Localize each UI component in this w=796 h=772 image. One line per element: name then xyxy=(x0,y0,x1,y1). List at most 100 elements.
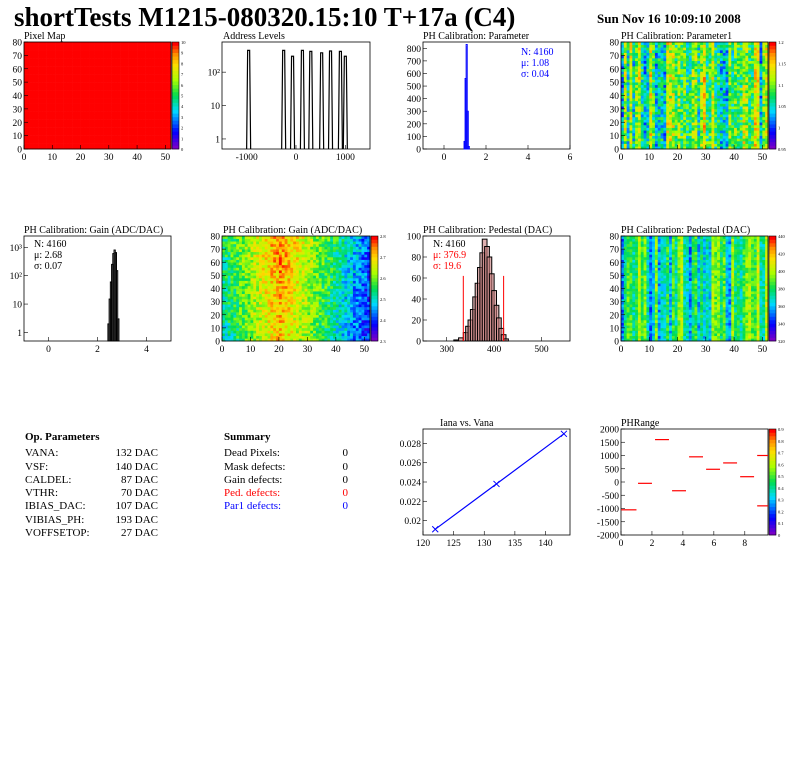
heatmap-cell xyxy=(137,132,141,136)
heatmap-cell xyxy=(89,42,93,45)
heatmap-cell xyxy=(131,111,135,115)
heatmap-cell xyxy=(646,108,650,112)
heatmap-cell xyxy=(103,92,107,96)
heatmap-cell xyxy=(646,71,650,75)
heatmap-cell xyxy=(734,52,738,56)
heatmap-cell xyxy=(52,44,56,48)
heatmap-cell xyxy=(55,127,59,131)
heatmap-cell xyxy=(702,60,707,64)
heatmap-cell xyxy=(256,246,260,250)
heatmap-cell xyxy=(660,127,664,131)
heatmap-cell xyxy=(52,122,56,126)
heatmap-cell xyxy=(227,280,231,284)
heatmap-cell xyxy=(759,66,763,70)
heatmap-cell xyxy=(103,50,107,53)
heatmap-cell xyxy=(261,280,265,284)
heatmap-cell xyxy=(669,95,673,99)
heatmap-cell xyxy=(72,124,76,128)
heatmap-cell xyxy=(162,135,166,139)
heatmap-cell xyxy=(626,50,630,53)
heatmap-cell xyxy=(46,50,50,53)
heatmap-cell xyxy=(83,87,87,91)
heatmap-cell xyxy=(241,296,246,300)
heatmap-cell xyxy=(131,95,135,99)
heatmap-cell xyxy=(694,127,698,131)
heatmap-cell xyxy=(717,63,721,67)
heatmap-cell xyxy=(156,130,160,134)
heatmap-cell xyxy=(691,76,695,80)
heatmap-cell xyxy=(156,52,160,56)
heatmap-cell xyxy=(691,44,695,48)
heatmap-cell xyxy=(100,92,104,96)
heatmap-cell xyxy=(86,42,90,45)
heatmap-cell xyxy=(230,275,234,279)
heatmap-cell xyxy=(91,71,95,75)
heatmap-cell xyxy=(256,249,260,253)
heatmap-cell xyxy=(38,71,42,75)
heatmap-cell xyxy=(714,127,718,131)
heatmap-cell xyxy=(247,262,251,266)
heatmap-cell xyxy=(637,98,642,102)
heatmap-cell xyxy=(148,52,152,56)
heatmap-cell xyxy=(626,55,630,59)
heatmap-cell xyxy=(734,122,738,126)
heatmap-cell xyxy=(236,267,240,271)
heatmap-cell xyxy=(165,68,169,72)
heatmap-cell xyxy=(753,63,757,67)
heatmap-cell xyxy=(43,103,47,107)
heatmap-cell xyxy=(734,82,738,86)
heatmap-cell xyxy=(154,108,158,112)
heatmap-cell xyxy=(57,87,62,91)
heatmap-cell xyxy=(717,108,721,112)
heatmap-cell xyxy=(139,132,144,136)
heatmap-cell xyxy=(148,71,152,75)
heatmap-cell xyxy=(753,114,757,118)
heatmap-cell xyxy=(646,52,650,56)
heatmap-cell xyxy=(26,68,30,72)
heatmap-cell xyxy=(697,60,701,64)
heatmap-cell xyxy=(52,106,56,110)
heatmap-cell xyxy=(244,246,248,250)
heatmap-cell xyxy=(40,42,45,45)
palette-tick-label: 4 xyxy=(181,104,184,109)
heatmap-cell xyxy=(83,100,87,104)
heatmap-cell xyxy=(148,124,152,128)
heatmap-cell xyxy=(72,50,76,53)
heatmap-cell xyxy=(751,84,755,88)
heatmap-cell xyxy=(43,92,47,96)
heatmap-cell xyxy=(247,241,251,245)
y-tick-label: 0 xyxy=(416,146,421,156)
heatmap-cell xyxy=(663,143,667,147)
heatmap-cell xyxy=(139,71,144,75)
heatmap-cell xyxy=(702,95,707,99)
heatmap-cell xyxy=(74,135,79,139)
heatmap-cell xyxy=(241,280,246,284)
heatmap-cell xyxy=(643,143,647,147)
heatmap-cell xyxy=(26,135,30,139)
heatmap-cell xyxy=(165,122,169,126)
heatmap-cell xyxy=(69,82,73,86)
heatmap-cell xyxy=(762,122,766,126)
palette-tick-label: 9 xyxy=(181,51,184,56)
heatmap-cell xyxy=(230,236,234,239)
heatmap-cell xyxy=(148,90,152,94)
heatmap-cell xyxy=(89,79,93,83)
heatmap-cell xyxy=(63,108,67,112)
heatmap-cell xyxy=(629,116,633,120)
heatmap-cell xyxy=(40,130,45,134)
heatmap-cell xyxy=(111,58,115,62)
heatmap-cell xyxy=(688,135,692,139)
heatmap-cell xyxy=(134,138,138,142)
heatmap-cell xyxy=(683,47,687,51)
heatmap-cell xyxy=(691,130,695,134)
heatmap-cell xyxy=(756,50,760,53)
heatmap-cell xyxy=(736,124,741,128)
heatmap-cell xyxy=(250,317,254,321)
heatmap-cell xyxy=(94,140,98,144)
heatmap-cell xyxy=(24,132,28,136)
heatmap-cell xyxy=(677,95,681,99)
heatmap-cell xyxy=(705,74,709,78)
heatmap-cell xyxy=(759,122,763,126)
heatmap-cell xyxy=(711,74,715,78)
heatmap-cell xyxy=(122,132,127,136)
